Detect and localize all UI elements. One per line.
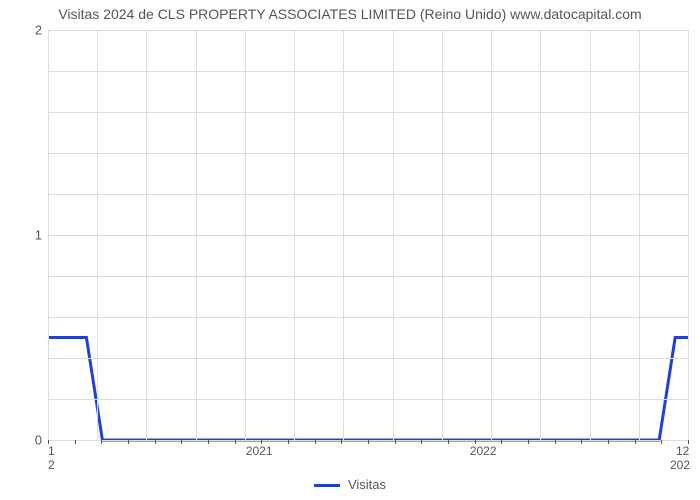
x-minor-tick bbox=[395, 440, 396, 444]
gridline-v bbox=[245, 30, 246, 440]
x-minor-tick bbox=[101, 440, 102, 444]
x-minor-tick bbox=[208, 440, 209, 444]
gridline-v bbox=[196, 30, 197, 440]
x-minor-tick bbox=[261, 440, 262, 444]
x-minor-tick bbox=[128, 440, 129, 444]
x-minor-tick bbox=[181, 440, 182, 444]
x-minor-tick bbox=[75, 440, 76, 444]
gridline-h bbox=[48, 399, 688, 400]
gridline-h bbox=[48, 276, 688, 277]
x-minor-tick bbox=[688, 440, 689, 444]
x-year-2022: 2022 bbox=[470, 444, 497, 458]
legend: Visitas bbox=[0, 477, 700, 492]
gridline-h bbox=[48, 235, 688, 236]
gridline-h bbox=[48, 112, 688, 113]
y-tick-2: 2 bbox=[12, 23, 42, 38]
gridline-v bbox=[343, 30, 344, 440]
x-minor-tick bbox=[341, 440, 342, 444]
gridline-v bbox=[97, 30, 98, 440]
gridline-v bbox=[393, 30, 394, 440]
gridline-v bbox=[48, 30, 49, 440]
y-tick-1: 1 bbox=[12, 228, 42, 243]
gridline-v bbox=[590, 30, 591, 440]
legend-label: Visitas bbox=[348, 477, 386, 492]
x-minor-tick bbox=[608, 440, 609, 444]
legend-swatch bbox=[314, 484, 340, 487]
x-minor-tick bbox=[555, 440, 556, 444]
gridline-h bbox=[48, 194, 688, 195]
x-minor-tick bbox=[475, 440, 476, 444]
gridline-h bbox=[48, 30, 688, 31]
x-minor-tick bbox=[235, 440, 236, 444]
x-minor-tick bbox=[635, 440, 636, 444]
x-minor-tick bbox=[155, 440, 156, 444]
gridline-h bbox=[48, 153, 688, 154]
x-label-12: 12 bbox=[676, 444, 689, 458]
gridline-v bbox=[491, 30, 492, 440]
x-minor-tick bbox=[421, 440, 422, 444]
x-minor-tick bbox=[315, 440, 316, 444]
gridline-h bbox=[48, 358, 688, 359]
chart-title: Visitas 2024 de CLS PROPERTY ASSOCIATES … bbox=[0, 6, 700, 22]
y-tick-0: 0 bbox=[12, 433, 42, 448]
x-year-2021: 2021 bbox=[246, 444, 273, 458]
x-minor-tick bbox=[661, 440, 662, 444]
x-label-2: 2 bbox=[48, 458, 55, 472]
gridline-v bbox=[540, 30, 541, 440]
x-minor-tick bbox=[368, 440, 369, 444]
gridline-v bbox=[294, 30, 295, 440]
gridline-v bbox=[442, 30, 443, 440]
x-label-1: 1 bbox=[48, 444, 55, 458]
x-minor-tick bbox=[448, 440, 449, 444]
x-minor-tick bbox=[528, 440, 529, 444]
gridline-h bbox=[48, 71, 688, 72]
gridline-h bbox=[48, 317, 688, 318]
gridline-v bbox=[688, 30, 689, 440]
x-minor-tick bbox=[501, 440, 502, 444]
x-minor-tick bbox=[48, 440, 49, 444]
x-minor-tick bbox=[288, 440, 289, 444]
plot-area bbox=[48, 30, 688, 441]
gridline-v bbox=[639, 30, 640, 440]
x-minor-tick bbox=[581, 440, 582, 444]
gridline-v bbox=[146, 30, 147, 440]
x-label-202: 202 bbox=[670, 458, 690, 472]
chart-container: Visitas 2024 de CLS PROPERTY ASSOCIATES … bbox=[0, 0, 700, 500]
